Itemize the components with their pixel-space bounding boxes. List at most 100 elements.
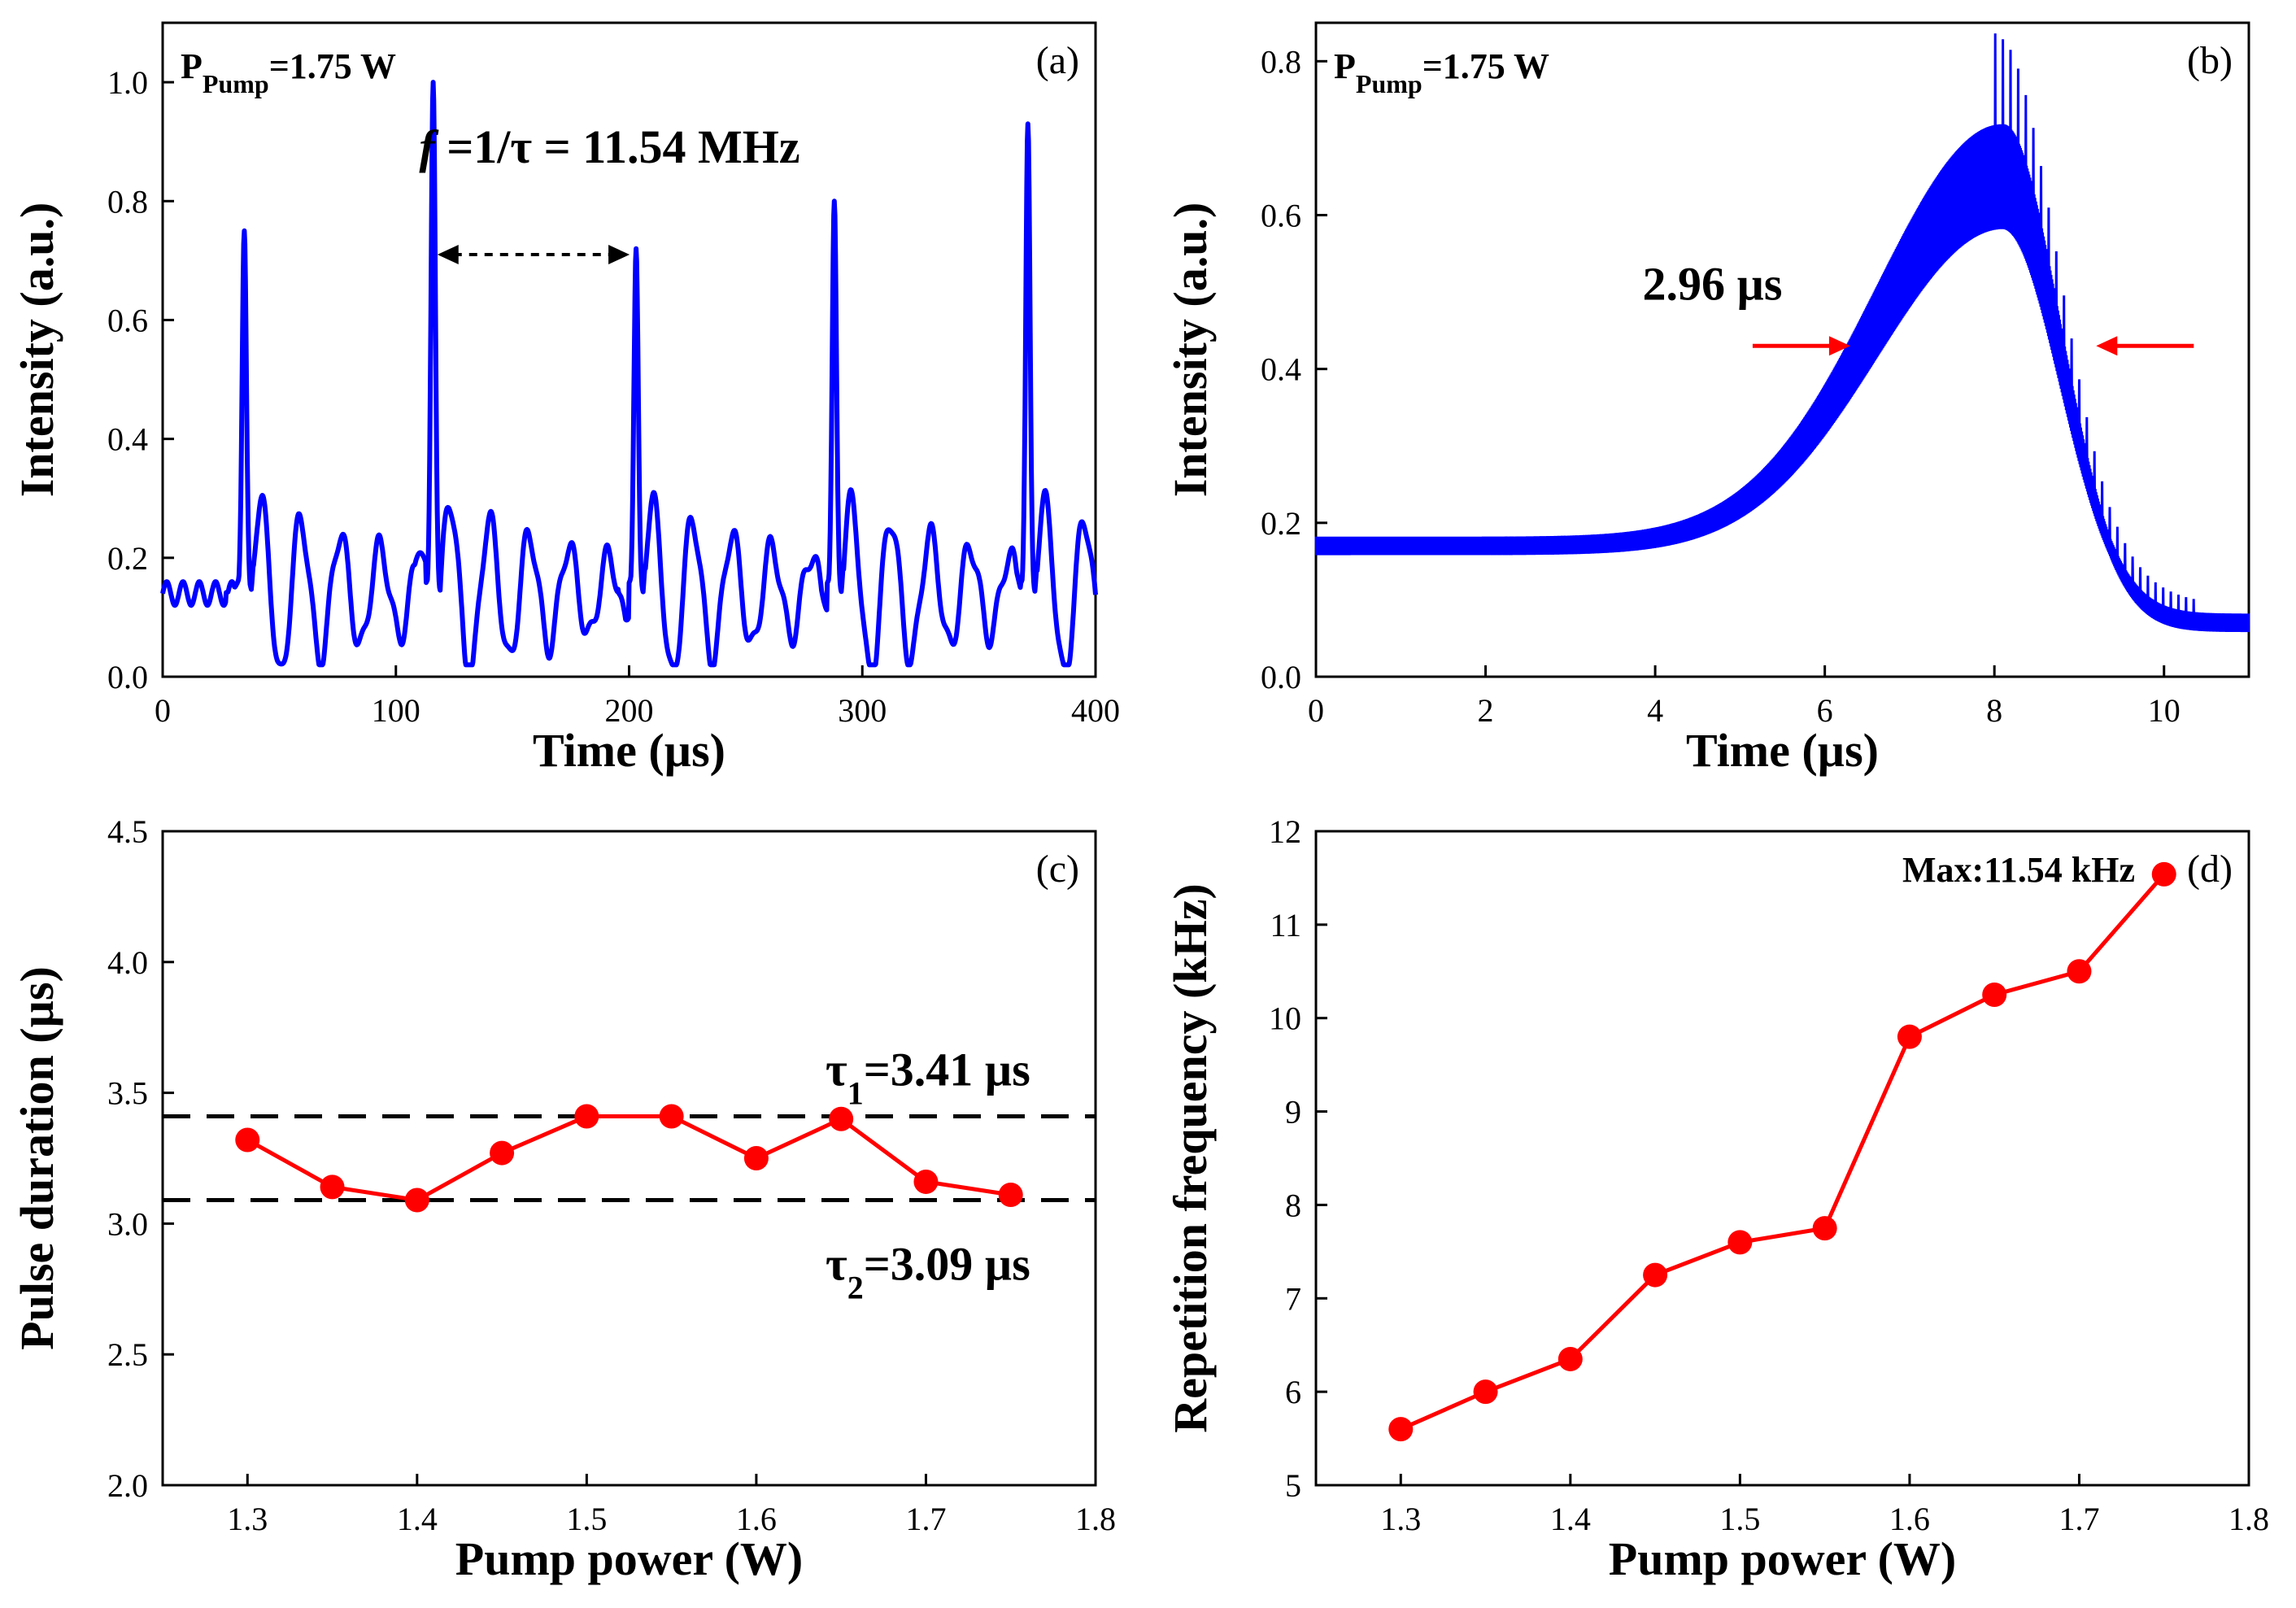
data-point [490, 1140, 515, 1166]
data-point [743, 1146, 769, 1170]
pump-sub: Pump [1356, 69, 1422, 98]
x-tick-label: 2 [1478, 692, 1494, 729]
pump-p: P [181, 46, 203, 86]
x-axis-label: Pump power (W) [455, 1532, 803, 1585]
data-point [1812, 1216, 1837, 1241]
intensity-trace [160, 80, 1098, 668]
x-tick-label: 1.7 [2059, 1501, 2099, 1537]
plot-frame [1314, 21, 2250, 678]
y-tick-label: 1.0 [107, 64, 148, 101]
y-axis-label: Repetition frequency (kHz) [1164, 883, 1217, 1433]
data-point [1727, 1230, 1753, 1255]
y-tick-label: 0.2 [1261, 505, 1301, 542]
x-tick-label: 100 [372, 692, 420, 729]
pulse-width-label: 2.96 µs [1642, 258, 1782, 311]
tau-symbol: τ [826, 1044, 847, 1096]
y-tick-label: 0.0 [107, 659, 148, 695]
panel-d: 1.3 1.4 1.5 1.6 1.7 1.8 5 6 7 8 9 10 11 12 Pump power … [1164, 813, 2269, 1585]
pump-p: P [1334, 46, 1356, 86]
y-tick-label: 4.5 [107, 813, 148, 850]
x-tick-label: 1.3 [227, 1501, 268, 1537]
x-tick-label: 1.4 [1550, 1501, 1591, 1537]
y-tick-label: 9 [1285, 1094, 1301, 1131]
fwhm-arrow-right-head [2096, 336, 2118, 356]
pump-power-label: PPump=1.75 W [181, 46, 396, 98]
data-point [1897, 1024, 1922, 1049]
x-tick-label: 1.3 [1380, 1501, 1421, 1537]
x-axis-label: Time (µs) [1686, 724, 1879, 777]
x-tick-label: 300 [838, 692, 887, 729]
repetition-frequency-line [1400, 873, 2166, 1432]
pulse-duration-line [246, 1114, 1012, 1203]
period-arrow-left [437, 245, 459, 265]
x-tick-label: 0 [1308, 692, 1324, 729]
data-point [1643, 1262, 1668, 1288]
x-tick-label: 1.5 [1719, 1501, 1760, 1537]
y-tick-label: 0.4 [107, 421, 148, 458]
y-tick-label: 3.0 [107, 1205, 148, 1242]
x-tick-label: 1.6 [1889, 1501, 1930, 1537]
y-tick-label: 0.6 [1261, 197, 1301, 233]
y-tick-label: 2.0 [107, 1467, 148, 1504]
data-point [1473, 1379, 1498, 1405]
plot-frame [161, 830, 1097, 1487]
data-point [1558, 1346, 1583, 1371]
tau-value: =3.41 µs [864, 1044, 1030, 1096]
y-tick-label: 0.6 [107, 302, 148, 338]
data-point [659, 1104, 684, 1129]
data-point [829, 1106, 854, 1131]
x-tick-label: 6 [1817, 692, 1833, 729]
data-point [913, 1169, 939, 1194]
panel-b: 0 2 4 6 8 10 0.0 0.2 0.4 0.6 0.8 Time (µs) Intensity… [1164, 21, 2250, 777]
tau-sub: 2 [847, 1269, 864, 1305]
panel-a: 0 100 200 300 400 0.0 0.2 0.4 0.6 0.8 1.0 Time (µs)… [11, 21, 1120, 777]
data-point [235, 1127, 260, 1153]
pump-value: =1.75 W [269, 46, 396, 86]
x-axis-label: Time (µs) [533, 724, 725, 777]
period-arrow-right [608, 245, 630, 265]
plot-frame [1314, 830, 2250, 1487]
y-tick-label: 0.4 [1261, 351, 1301, 388]
panel-c: 1.3 1.4 1.5 1.6 1.7 1.8 2.0 2.5 3.0 3.5 4.0 4.5 Pump… [11, 813, 1116, 1585]
panel-label: (c) [1036, 848, 1079, 891]
x-tick-label: 0 [155, 692, 171, 729]
x-tick-label: 1.4 [397, 1501, 438, 1537]
panel-label: (a) [1036, 39, 1079, 82]
y-tick-label: 0.2 [107, 540, 148, 577]
y-tick-label: 0.0 [1261, 659, 1301, 695]
y-tick-label: 0.8 [1261, 43, 1301, 80]
data-point [574, 1104, 599, 1129]
x-tick-label: 1.5 [566, 1501, 607, 1537]
tau-sub: 1 [847, 1074, 864, 1111]
data-point [1388, 1417, 1414, 1442]
y-tick-label: 4.0 [107, 944, 148, 981]
tau-value: =3.09 µs [864, 1237, 1030, 1290]
y-axis-label: Intensity (a.u.) [1164, 203, 1217, 498]
y-tick-label: 8 [1285, 1187, 1301, 1223]
freq-text: =1/τ = 11.54 MHz [435, 120, 800, 173]
data-point [320, 1174, 345, 1200]
fwhm-arrow-left-head [1828, 336, 1850, 356]
x-tick-label: 1.8 [2228, 1501, 2269, 1537]
frequency-annotation: f =1/τ = 11.54 MHz [419, 120, 799, 173]
y-tick-label: 7 [1285, 1280, 1301, 1317]
y-tick-label: 11 [1270, 907, 1301, 943]
max-frequency-label: Max:11.54 kHz [1902, 850, 2135, 890]
x-tick-label: 1.7 [905, 1501, 946, 1537]
x-tick-label: 8 [1986, 692, 2002, 729]
panel-label: (d) [2187, 848, 2233, 891]
y-tick-label: 3.5 [107, 1075, 148, 1112]
tau-symbol: τ [826, 1237, 847, 1290]
y-tick-label: 12 [1269, 813, 1301, 850]
data-point [1982, 983, 2007, 1007]
data-point [2151, 861, 2176, 887]
y-tick-label: 10 [1269, 1000, 1301, 1037]
y-tick-label: 2.5 [107, 1336, 148, 1373]
x-tick-label: 200 [605, 692, 654, 729]
x-tick-label: 4 [1647, 692, 1663, 729]
panel-label: (b) [2187, 39, 2233, 82]
data-point [404, 1187, 429, 1213]
x-tick-label: 1.8 [1075, 1501, 1116, 1537]
x-axis-label: Pump power (W) [1609, 1532, 1956, 1585]
